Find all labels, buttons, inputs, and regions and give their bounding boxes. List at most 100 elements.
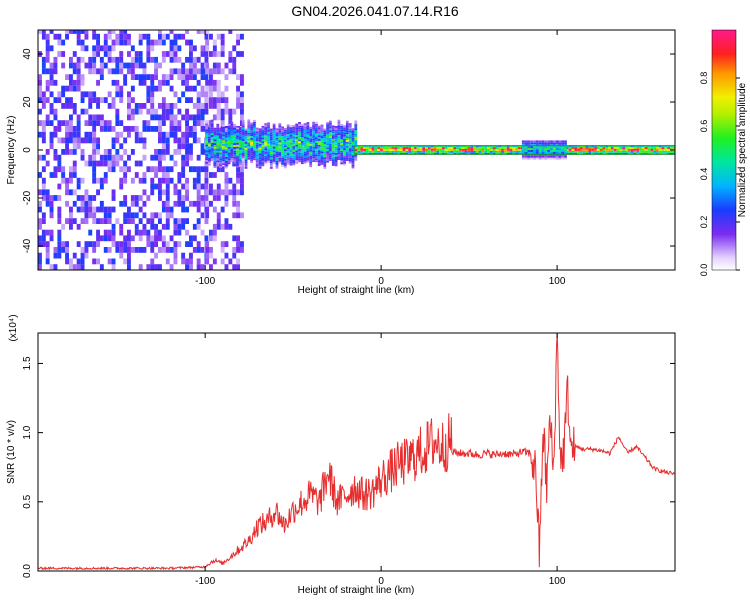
heatmap-cell bbox=[323, 166, 327, 169]
heatmap-cell bbox=[154, 154, 158, 161]
heatmap-cell bbox=[627, 151, 631, 153]
heatmap-cell bbox=[150, 79, 155, 86]
heatmap-cell bbox=[185, 229, 189, 236]
heatmap-cell bbox=[250, 143, 253, 146]
heatmap-cell bbox=[165, 74, 170, 80]
heatmap-cell bbox=[239, 138, 242, 140]
heatmap-cell bbox=[146, 108, 151, 115]
heatmap-cell bbox=[119, 200, 124, 207]
colorbar-tick-label: 0.0 bbox=[699, 264, 709, 277]
heatmap-cell bbox=[250, 145, 253, 148]
heatmap-cell bbox=[185, 97, 189, 103]
heatmap-cell bbox=[544, 142, 548, 145]
heatmap-cell bbox=[138, 195, 143, 201]
heatmap-cell bbox=[625, 151, 628, 153]
heatmap-cell bbox=[103, 229, 108, 236]
heatmap-cell bbox=[334, 135, 338, 138]
heatmap-cell bbox=[442, 151, 445, 153]
heatmap-cell bbox=[354, 141, 358, 144]
heatmap-cell bbox=[192, 68, 197, 75]
heatmap-cell bbox=[228, 68, 233, 75]
heatmap-cell bbox=[189, 97, 193, 103]
heatmap-cell bbox=[343, 140, 346, 143]
heatmap-cell bbox=[286, 143, 290, 146]
heatmap-cell bbox=[552, 157, 556, 160]
heatmap-cell bbox=[439, 151, 442, 153]
heatmap-cell bbox=[258, 155, 262, 158]
heatmap-cell bbox=[80, 39, 85, 46]
heatmap-cell bbox=[154, 126, 158, 132]
heatmap-cell bbox=[227, 133, 231, 136]
heatmap-cell bbox=[345, 134, 349, 137]
heatmap-cell bbox=[216, 141, 220, 143]
heatmap-cell bbox=[65, 97, 69, 103]
heatmap-cell bbox=[340, 154, 344, 157]
heatmap-cell bbox=[134, 51, 139, 57]
heatmap-cell bbox=[253, 150, 256, 153]
heatmap-cell bbox=[264, 155, 268, 158]
heatmap-cell bbox=[664, 147, 668, 149]
heatmap-cell bbox=[408, 151, 411, 153]
heatmap-cell bbox=[150, 183, 155, 190]
heatmap-cell bbox=[306, 156, 310, 159]
heatmap-cell bbox=[96, 45, 100, 52]
heatmap-cell bbox=[495, 151, 499, 153]
heatmap-cell bbox=[57, 229, 62, 236]
heatmap-cell bbox=[244, 138, 248, 140]
heatmap-cell bbox=[45, 160, 50, 167]
heatmap-cell bbox=[158, 189, 162, 196]
heatmap-cell bbox=[65, 149, 69, 155]
heatmap-cell bbox=[158, 264, 162, 270]
heatmap-cell bbox=[84, 137, 89, 144]
heatmap-cell bbox=[267, 143, 270, 146]
heatmap-cell bbox=[547, 151, 550, 154]
heatmap-cell bbox=[571, 151, 575, 153]
heatmap-cell bbox=[115, 154, 120, 161]
heatmap-cell bbox=[253, 146, 256, 149]
heatmap-cell bbox=[315, 121, 318, 124]
heatmap-cell bbox=[253, 158, 256, 161]
heatmap-cell bbox=[312, 142, 315, 145]
heatmap-cell bbox=[192, 103, 197, 109]
heatmap-cell bbox=[219, 133, 222, 136]
heatmap-cell bbox=[227, 152, 231, 155]
heatmap-cell bbox=[354, 135, 358, 138]
heatmap-cell bbox=[103, 33, 108, 40]
heatmap-cell bbox=[84, 241, 89, 247]
heatmap-cell bbox=[331, 146, 335, 149]
heatmap-cell bbox=[216, 154, 220, 157]
heatmap-cell bbox=[69, 120, 73, 126]
heatmap-cell bbox=[382, 147, 386, 149]
heatmap-cell bbox=[292, 132, 296, 135]
y-tick-label: 0.0 bbox=[22, 564, 33, 578]
heatmap-cell bbox=[216, 91, 221, 98]
heatmap-cell bbox=[181, 137, 186, 144]
heatmap-cell bbox=[227, 141, 231, 144]
heatmap-cell bbox=[298, 158, 301, 161]
heatmap-cell bbox=[99, 74, 104, 80]
heatmap-cell bbox=[337, 123, 341, 126]
heatmap-cell bbox=[340, 152, 344, 155]
heatmap-cell bbox=[267, 132, 270, 134]
heatmap-cell bbox=[315, 141, 318, 143]
heatmap-cell bbox=[261, 152, 265, 155]
heatmap-cell bbox=[150, 126, 155, 132]
heatmap-cell bbox=[492, 149, 496, 151]
heatmap-cell bbox=[298, 122, 301, 124]
heatmap-cell bbox=[209, 103, 213, 109]
heatmap-cell bbox=[209, 247, 213, 253]
heatmap-cell bbox=[233, 154, 237, 157]
heatmap-cell bbox=[216, 160, 220, 163]
heatmap-cell bbox=[213, 127, 217, 130]
heatmap-cell bbox=[473, 149, 476, 151]
heatmap-cell bbox=[345, 157, 349, 160]
heatmap-cell bbox=[317, 144, 321, 147]
heatmap-cell bbox=[158, 229, 162, 236]
heatmap-cell bbox=[205, 247, 210, 253]
heatmap-cell bbox=[45, 85, 50, 92]
heatmap-cell bbox=[208, 127, 211, 130]
heatmap-cell bbox=[53, 62, 58, 69]
heatmap-cell bbox=[533, 157, 536, 160]
heatmap-cell bbox=[205, 258, 210, 265]
heatmap-cell bbox=[320, 126, 324, 129]
